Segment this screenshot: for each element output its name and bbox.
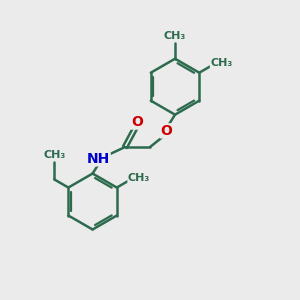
Text: NH: NH: [87, 152, 110, 166]
Text: CH₃: CH₃: [164, 31, 186, 41]
Text: CH₃: CH₃: [128, 173, 150, 183]
Text: O: O: [131, 115, 143, 129]
Text: CH₃: CH₃: [210, 58, 232, 68]
Text: O: O: [160, 124, 172, 138]
Text: CH₃: CH₃: [43, 150, 65, 160]
